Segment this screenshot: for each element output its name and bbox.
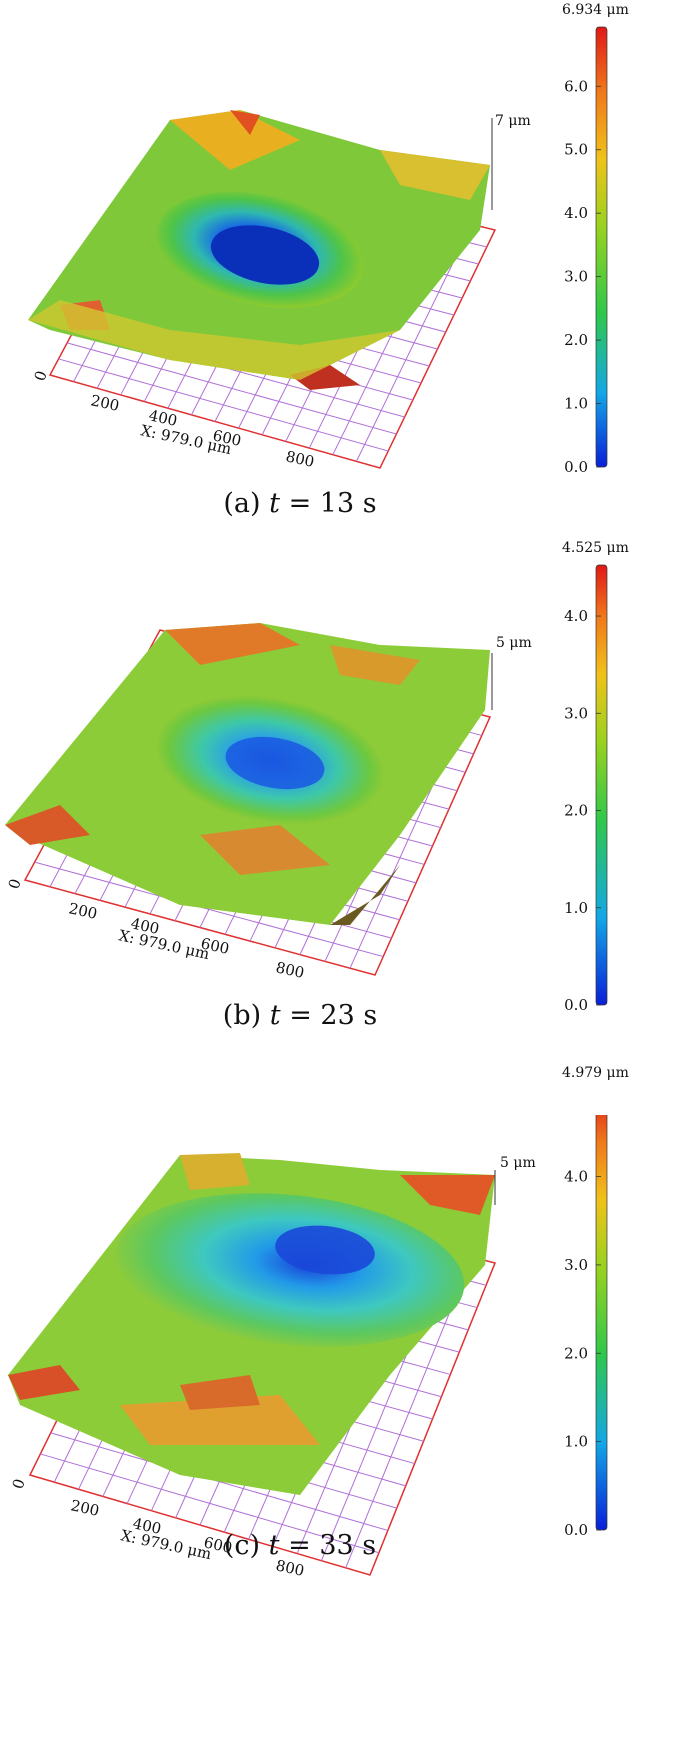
colorbar-tick-label: 3.0 bbox=[564, 704, 588, 722]
x-tick-c-400: 400 bbox=[131, 1514, 163, 1538]
colorbar-max-label-b: 4.525 μm bbox=[562, 540, 629, 556]
caption-b: (b) t = 23 s bbox=[0, 1000, 600, 1031]
colorbar-ticks-a: 0.0 1.0 2.0 3.0 4.0 5.0 6.0 bbox=[564, 77, 601, 476]
colorbar-tick-label: 0.0 bbox=[564, 996, 588, 1014]
z-axis-label-b: 5 μm bbox=[496, 635, 532, 651]
caption-a-var: t bbox=[269, 488, 280, 519]
colorbar-tick-label: 1.0 bbox=[564, 395, 588, 413]
surface-plot-b: 5 μm 0 200 400 600 800 X: 979.0 μm 0.0 1.… bbox=[5, 564, 608, 1014]
caption-a: (a) t = 13 s bbox=[0, 488, 600, 519]
surface-c bbox=[8, 1153, 495, 1495]
caption-c-label: (c) bbox=[223, 1530, 261, 1561]
x-tick-c-200: 200 bbox=[69, 1496, 101, 1520]
colorbar-ticks-b: 0.0 1.0 2.0 3.0 4.0 bbox=[564, 607, 601, 1014]
colorbar-tick-label: 2.0 bbox=[564, 1344, 588, 1362]
z-axis-label-c: 5 μm bbox=[500, 1155, 536, 1171]
surface-plot-c: 5 μm 0 200 400 600 800 X: 979.0 μm 0.0 1.… bbox=[8, 1115, 608, 1580]
colorbar-tick-label: 1.0 bbox=[564, 1433, 588, 1451]
x-tick-b-600: 600 bbox=[199, 934, 231, 958]
colorbar-max-label-a: 6.934 μm bbox=[562, 2, 629, 18]
z-axis-label-a: 7 μm bbox=[495, 113, 531, 129]
colorbar-tick-label: 2.0 bbox=[564, 331, 588, 349]
colorbar-tick-label: 0.0 bbox=[564, 1521, 588, 1539]
x-tick-a-600: 600 bbox=[211, 426, 243, 450]
colorbar-tick-label: 2.0 bbox=[564, 802, 588, 820]
caption-a-time: = 13 s bbox=[288, 488, 377, 519]
colorbar-tick-label: 6.0 bbox=[564, 77, 588, 95]
caption-a-label: (a) bbox=[223, 488, 261, 519]
colorbar-tick-label: 4.0 bbox=[564, 1168, 588, 1186]
x-tick-b-800: 800 bbox=[274, 958, 306, 982]
colorbar-tick-label: 4.0 bbox=[564, 607, 588, 625]
x-tick-c-600: 600 bbox=[202, 1533, 234, 1557]
x-tick-a-800: 800 bbox=[284, 447, 316, 471]
caption-b-label: (b) bbox=[222, 1000, 262, 1031]
panel-b: 5 μm 0 200 400 600 800 X: 979.0 μm 0.0 1.… bbox=[0, 535, 685, 1115]
colorbar-max-label-c: 4.979 μm bbox=[562, 1065, 629, 1081]
x-tick-a-400: 400 bbox=[147, 406, 179, 430]
colorbar-c bbox=[595, 1115, 608, 1531]
colorbar-tick-label: 0.0 bbox=[564, 458, 588, 476]
x-ticks-a: 0 200 400 600 800 X: 979.0 μm bbox=[31, 369, 316, 471]
x-tick-c-800: 800 bbox=[274, 1556, 306, 1580]
colorbar-tick-label: 4.0 bbox=[564, 204, 588, 222]
caption-b-time: = 23 s bbox=[289, 1000, 378, 1031]
x-tick-c-0: 0 bbox=[9, 1477, 29, 1492]
panel-c: 5 μm 0 200 400 600 800 X: 979.0 μm 0.0 1.… bbox=[0, 1065, 685, 1695]
colorbar-tick-label: 5.0 bbox=[564, 141, 588, 159]
x-axis-label-b: X: 979.0 μm bbox=[117, 926, 211, 963]
caption-c-var: t bbox=[268, 1530, 280, 1561]
caption-b-var: t bbox=[269, 1000, 281, 1031]
colorbar-ticks-c: 0.0 1.0 2.0 3.0 4.0 bbox=[564, 1168, 601, 1539]
colorbar-tick-label: 3.0 bbox=[564, 268, 588, 286]
caption-c: (c) t = 33 s bbox=[0, 1530, 600, 1561]
surface-plot-a: 7 μm 0 200 400 600 800 X: 979.0 μm 0.0 1.… bbox=[28, 26, 608, 476]
colorbar-b bbox=[595, 564, 608, 1006]
panel-a: 7 μm 0 200 400 600 800 X: 979.0 μm 0.0 1.… bbox=[0, 0, 685, 580]
x-tick-a-0: 0 bbox=[31, 369, 51, 384]
colorbar-tick-label: 3.0 bbox=[564, 1256, 588, 1274]
surface-a bbox=[28, 110, 490, 390]
surface-b bbox=[5, 623, 490, 925]
colorbar-a bbox=[595, 26, 608, 468]
caption-c-time: = 33 s bbox=[288, 1530, 377, 1561]
x-ticks-c: 0 200 400 600 800 X: 979.0 μm bbox=[9, 1477, 306, 1580]
colorbar-tick-label: 1.0 bbox=[564, 899, 588, 917]
x-tick-b-200: 200 bbox=[67, 899, 99, 923]
x-tick-b-400: 400 bbox=[129, 914, 161, 938]
x-tick-a-200: 200 bbox=[89, 391, 121, 415]
x-tick-b-0: 0 bbox=[5, 877, 25, 892]
